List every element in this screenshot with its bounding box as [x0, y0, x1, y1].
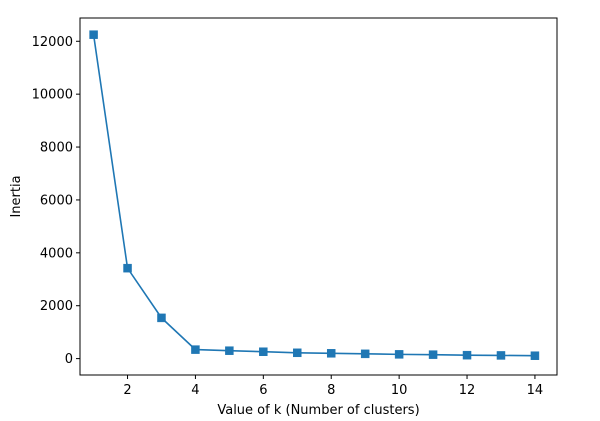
data-point-k6: [259, 347, 268, 356]
data-point-k5: [225, 346, 234, 355]
data-point-k8: [326, 349, 336, 358]
series-line: [92, 33, 536, 357]
data-point-k2: [123, 263, 132, 273]
x-tick-label: 14: [527, 383, 544, 398]
x-axis: 2 4 6 8 10 12 14: [123, 375, 543, 398]
data-point-k10: [394, 350, 404, 359]
x-tick-label: 4: [191, 383, 199, 398]
data-point-k12: [462, 350, 472, 360]
x-tick-label: 10: [391, 383, 408, 398]
plot-area: [89, 30, 540, 360]
data-point-k13: [496, 351, 506, 360]
y-axis: 0 2000 4000 6000 8000 10000 12000: [32, 35, 80, 367]
data-point-k9: [360, 349, 370, 359]
y-axis-label: Inertia: [9, 175, 24, 217]
y-tick-label: 2000: [40, 299, 73, 314]
data-point-k3: [157, 313, 166, 323]
x-axis-label: Value of k (Number of clusters): [217, 403, 419, 418]
y-tick-label: 6000: [40, 193, 73, 208]
data-point-k14: [530, 351, 540, 360]
x-tick-label: 12: [459, 383, 476, 398]
y-tick-label: 10000: [32, 88, 73, 103]
y-tick-label: 8000: [40, 141, 73, 156]
x-tick-label: 8: [327, 383, 335, 398]
data-point-k1: [89, 30, 98, 39]
data-point-k4: [191, 345, 200, 354]
plot-frame: [79, 17, 558, 376]
x-tick-label: 2: [123, 383, 131, 398]
x-tick-label: 6: [259, 383, 267, 398]
y-tick-label: 12000: [32, 35, 73, 50]
data-point-k7: [293, 348, 302, 358]
y-tick-label: 0: [65, 352, 73, 367]
data-point-k11: [428, 350, 438, 359]
y-tick-label: 4000: [40, 246, 73, 261]
